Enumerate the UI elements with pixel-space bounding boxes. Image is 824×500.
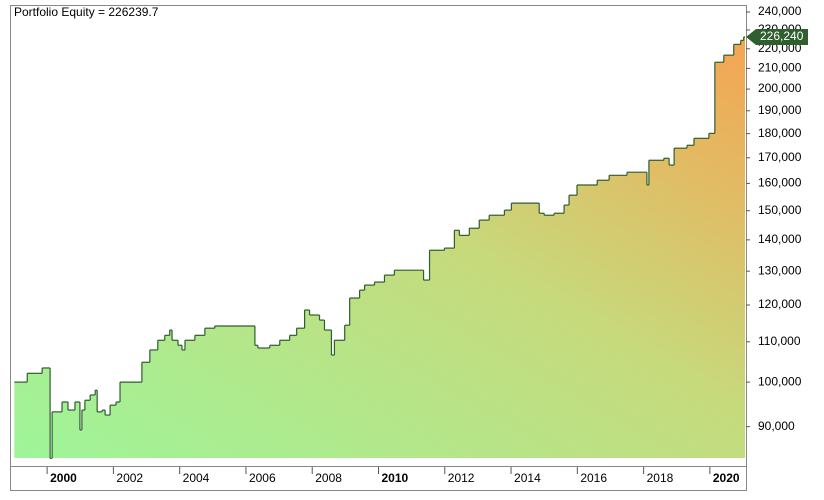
x-tick-label: 2016 (580, 471, 607, 485)
x-tick-label: 2002 (116, 471, 143, 485)
x-tick-label: 2020 (713, 471, 740, 485)
x-tick-label: 2000 (50, 471, 77, 485)
equity-area (14, 36, 745, 459)
y-tick-label: 160,000 (758, 176, 802, 190)
y-tick-label: 210,000 (758, 61, 802, 75)
x-tick-label: 2010 (381, 471, 408, 485)
last-value-tag (746, 28, 808, 45)
y-tick-label: 90,000 (758, 419, 795, 433)
chart-title: Portfolio Equity = 226239.7 (14, 5, 159, 19)
last-value-label: 226,240 (760, 29, 804, 43)
y-tick-label: 190,000 (758, 103, 802, 117)
y-tick-label: 130,000 (758, 263, 802, 277)
y-tick-label: 180,000 (758, 126, 802, 140)
y-tick-label: 120,000 (758, 297, 802, 311)
x-tick-label: 2018 (647, 471, 674, 485)
x-tick-label: 2008 (315, 471, 342, 485)
y-tick-label: 170,000 (758, 150, 802, 164)
y-tick-label: 110,000 (758, 334, 801, 348)
x-tick-label: 2014 (514, 471, 541, 485)
x-tick-label: 2012 (448, 471, 475, 485)
y-tick-label: 200,000 (758, 81, 802, 95)
y-tick-label: 150,000 (758, 203, 802, 217)
x-tick-label: 2006 (249, 471, 276, 485)
x-tick-label: 2004 (183, 471, 210, 485)
y-tick-label: 100,000 (758, 374, 802, 388)
y-tick-label: 240,000 (758, 4, 802, 18)
y-tick-label: 140,000 (758, 232, 802, 246)
